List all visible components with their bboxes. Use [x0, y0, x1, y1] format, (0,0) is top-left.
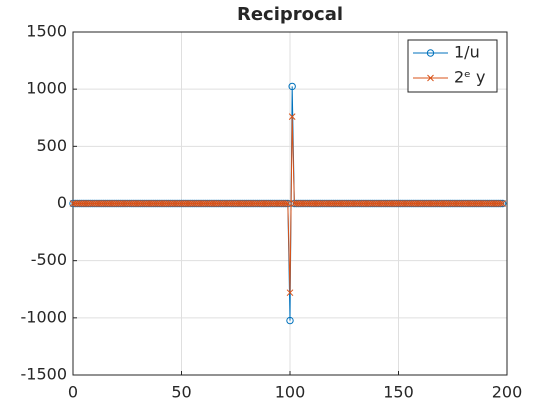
legend-label: 1/u — [454, 43, 480, 62]
x-tick-label: 0 — [68, 383, 78, 402]
marker — [499, 200, 507, 207]
marker — [288, 113, 296, 120]
marker — [497, 200, 504, 207]
legend-label: 2ᵉ y — [454, 68, 485, 87]
marker — [288, 82, 296, 91]
y-tick-label: -500 — [31, 250, 67, 269]
y-tick-label: 1000 — [26, 79, 67, 98]
y-tick-label: -1500 — [21, 365, 68, 384]
y-tick-label: 1500 — [26, 22, 67, 41]
y-tick-label: 500 — [36, 136, 67, 155]
marker — [286, 316, 294, 325]
x-tick-label: 200 — [492, 383, 523, 402]
y-tick-label: 0 — [57, 193, 67, 212]
marker — [284, 200, 292, 207]
chart-title: Reciprocal — [237, 4, 343, 25]
x-tick-label: 50 — [171, 383, 191, 402]
y-tick-label: -1000 — [21, 307, 68, 326]
x-tick-label: 100 — [275, 383, 306, 402]
x-tick-label: 150 — [383, 383, 414, 402]
marker — [426, 49, 435, 57]
marker — [286, 289, 294, 297]
marker — [282, 200, 290, 207]
marker — [427, 74, 434, 82]
legend-box — [407, 39, 498, 93]
